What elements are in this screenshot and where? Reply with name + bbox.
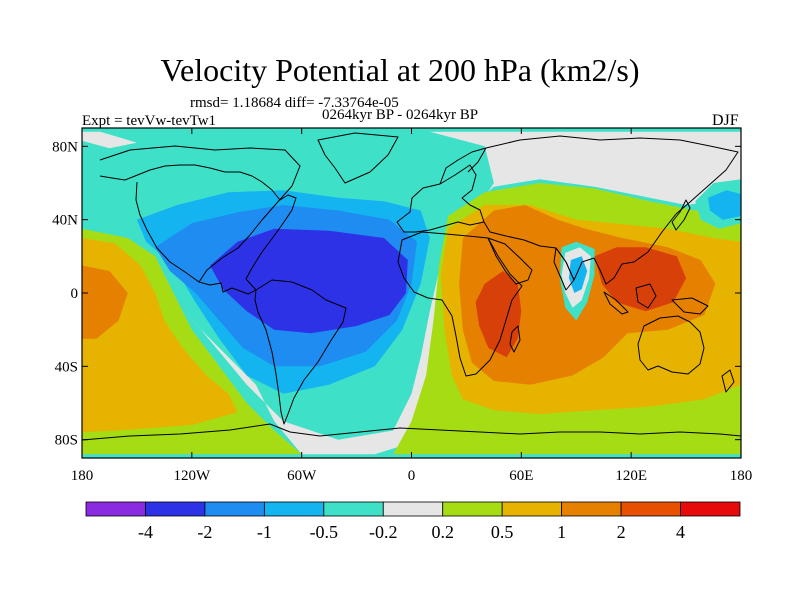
colorbar-swatch (620, 501, 681, 517)
map-title: Velocity Potential at 200 hPa (km2/s) (160, 52, 640, 88)
coastline-north-america-west (135, 181, 200, 283)
colorbar-label: 1 (557, 522, 566, 542)
lat-tick-label: 80S (55, 433, 78, 449)
lat-tick-label: 40N (52, 213, 78, 229)
coastline-south-america (254, 279, 347, 425)
colorbar: -4 -2 -1 -0.5 -0.2 0.2 0.5 1 2 4 (85, 501, 741, 542)
coastline-africa (397, 231, 523, 377)
coastline-asia (483, 135, 739, 285)
lat-tick-label: 0 (71, 286, 79, 302)
colorbar-label: -4 (138, 522, 153, 542)
region-orange-pacific-west (82, 265, 128, 339)
colorbar-swatch (263, 501, 325, 517)
colorbar-swatch (680, 501, 741, 517)
coastline-greenland (317, 132, 399, 184)
region-red-africa (475, 271, 522, 358)
colorbar-label: -1 (257, 522, 272, 542)
colorbar-swatch (561, 501, 622, 517)
lon-tick-label: 120E (615, 468, 647, 484)
region-blue-north-pacific-east (708, 190, 741, 220)
coastline-japan (671, 199, 691, 231)
period-label: 0264kyr BP - 0264kyr BP (322, 107, 479, 123)
region-blue-bay-of-bengal-core (568, 256, 588, 293)
lon-tick-label: 120W (173, 468, 211, 484)
rmsd-diff-stats: rmsd= 1.18684 diff= -7.33764e-05 (190, 95, 399, 111)
region-darkest-blue-amazon (255, 265, 324, 326)
coastline-new-guinea (671, 297, 709, 315)
coastline-arabia (487, 237, 533, 285)
colorbar-label: -2 (197, 522, 212, 542)
coastline-india (553, 247, 575, 291)
coastline-north-america (99, 145, 301, 295)
coastline-europe (396, 164, 485, 233)
region-neutral-band-north-pacific (82, 131, 137, 149)
contour-regions (82, 131, 741, 455)
colorbar-swatch (382, 501, 444, 517)
lon-tick-label: 180 (71, 468, 94, 484)
season-label: DJF (712, 112, 739, 129)
colorbar-label: 0.5 (491, 522, 514, 542)
lon-tick-label: 180 (730, 468, 753, 484)
coastline-sumatra (603, 291, 629, 315)
region-red-maritime-continent (594, 247, 687, 312)
coastline-madagascar (509, 325, 521, 353)
colorbar-label: -0.2 (369, 522, 398, 542)
colorbar-swatch (204, 501, 265, 517)
colorbar-swatch (501, 501, 563, 517)
coastline-antarctica (82, 423, 741, 441)
coastline-australia (637, 315, 705, 375)
colorbar-label: 4 (676, 522, 685, 542)
colorbar-swatch (442, 501, 503, 517)
lat-tick-label: 80N (52, 139, 78, 155)
lat-tick-label: 40S (55, 359, 78, 375)
map-axes: 180 120W 60W 0 60E 120E 180 80N 40N 0 40S 80S (52, 128, 752, 484)
lon-tick-label: 60E (509, 468, 533, 484)
colorbar-label: 2 (617, 522, 626, 542)
colorbar-label: 0.2 (431, 522, 454, 542)
experiment-label: Expt = tevVw-tevTw1 (82, 113, 217, 129)
coastline-borneo (635, 283, 657, 309)
colorbar-swatch (323, 501, 384, 517)
lon-tick-label: 0 (408, 468, 416, 484)
coastlines (82, 132, 741, 441)
coastline-scandinavia (439, 147, 487, 185)
colorbar-swatch (145, 501, 206, 517)
colorbar-swatch (85, 501, 146, 517)
colorbar-label: -0.5 (310, 522, 339, 542)
lon-tick-label: 60W (287, 468, 317, 484)
coastline-new-zealand (721, 369, 735, 393)
